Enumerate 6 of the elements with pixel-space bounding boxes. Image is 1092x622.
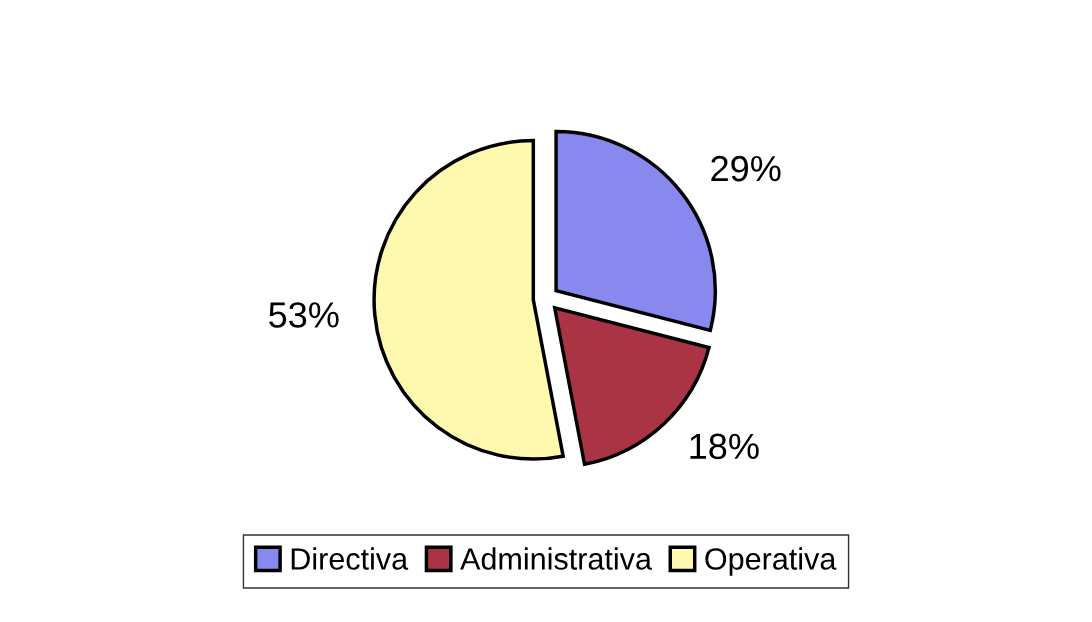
data-label: 29%	[711, 155, 781, 182]
legend-label: Administrativa	[460, 547, 652, 570]
data-label: 18%	[690, 433, 759, 460]
legend-label: Directiva	[291, 547, 409, 570]
legend-label: Operativa	[705, 547, 837, 576]
data-label: 53%	[269, 302, 339, 328]
